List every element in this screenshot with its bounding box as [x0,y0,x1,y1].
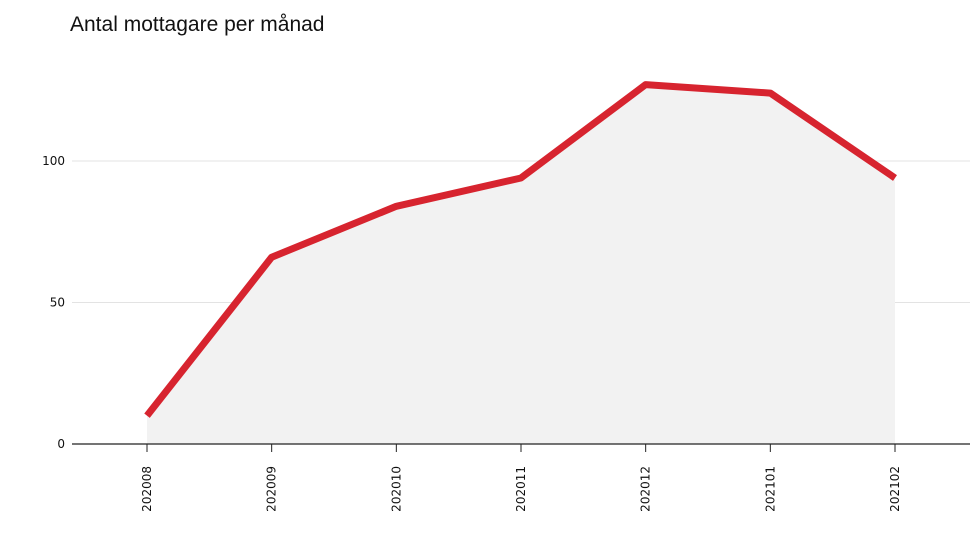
x-tick-label: 202009 [265,466,279,512]
area-fill-layer [147,84,895,444]
series-line-layer [144,81,897,418]
tick-labels: 0 50 100 202008 202009 202010 202011 202012 2021… [42,154,902,512]
series-line [144,81,897,418]
x-tick-label: 202101 [763,466,777,512]
x-tick-label: 202011 [514,466,528,512]
chart-title: Antal mottagare per månad [70,13,325,36]
x-tick-label: 202010 [389,466,403,512]
axis-layer [72,443,970,452]
x-tick-label: 202008 [140,466,154,512]
x-tick-label: 202012 [639,466,653,512]
y-tick-label: 100 [42,154,65,168]
series-area [147,84,895,444]
x-tick-label: 202102 [888,466,902,512]
y-tick-label: 50 [50,296,65,310]
y-tick-label: 0 [57,437,65,451]
